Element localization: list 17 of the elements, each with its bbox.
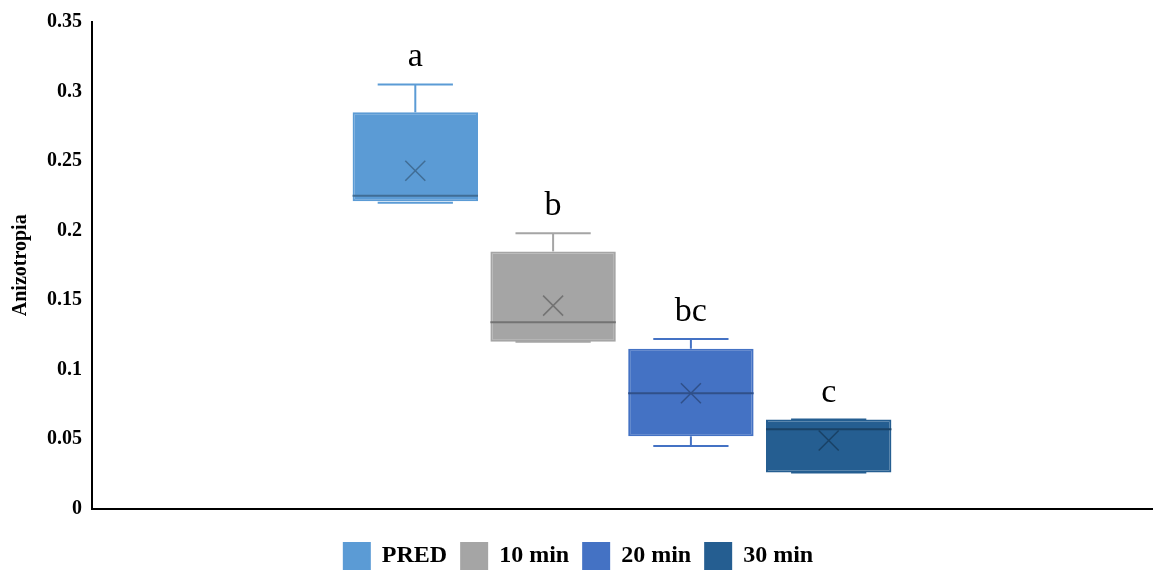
y-axis-title: Anizotropia (8, 214, 32, 317)
y-tick-label: 0.25 (47, 148, 82, 171)
annotation: c (821, 371, 837, 409)
legend-label: 10 min (499, 541, 570, 568)
y-tick-label: 0.3 (57, 78, 82, 101)
annotation: bc (674, 290, 707, 328)
annotation: b (544, 185, 562, 223)
y-tick-label: 0 (72, 495, 82, 518)
legend-label: PRED (381, 541, 448, 568)
legend-label: 20 min (621, 541, 692, 568)
y-tick-label: 0.15 (47, 287, 82, 310)
legend-label: 30 min (743, 541, 814, 568)
y-tick-label: 0.05 (47, 426, 82, 449)
y-tick-label: 0.2 (57, 217, 82, 240)
y-tick-label: 0.1 (57, 356, 82, 379)
annotation: a (407, 36, 423, 74)
y-tick-label: 0.35 (47, 9, 82, 32)
